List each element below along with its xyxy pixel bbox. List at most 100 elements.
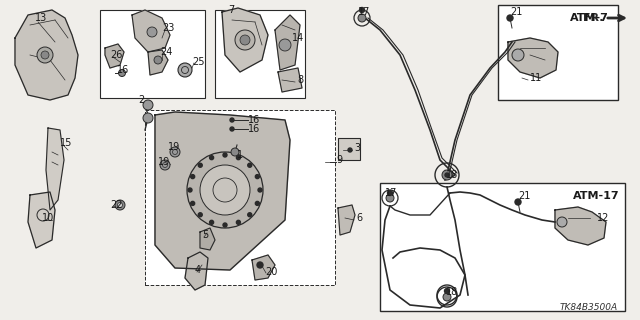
Circle shape: [557, 217, 567, 227]
Text: 8: 8: [297, 75, 303, 85]
Text: 5: 5: [202, 230, 208, 240]
Text: 21: 21: [518, 191, 531, 201]
Circle shape: [348, 148, 352, 152]
Text: 19: 19: [158, 157, 170, 167]
Polygon shape: [508, 38, 558, 78]
Circle shape: [443, 293, 451, 301]
Circle shape: [187, 152, 263, 228]
Text: 3: 3: [354, 143, 360, 153]
Circle shape: [386, 194, 394, 202]
Text: 2: 2: [138, 95, 144, 105]
Circle shape: [147, 27, 157, 37]
Polygon shape: [275, 15, 300, 70]
Polygon shape: [555, 207, 606, 245]
Text: 26: 26: [110, 50, 122, 60]
Bar: [380, 183, 625, 311]
Circle shape: [118, 203, 122, 207]
Circle shape: [178, 63, 192, 77]
Bar: [498, 5, 618, 100]
Circle shape: [358, 14, 366, 22]
Circle shape: [507, 15, 513, 21]
Circle shape: [223, 153, 227, 157]
Bar: [145, 110, 335, 285]
Circle shape: [255, 175, 259, 179]
Text: TK84B3500A: TK84B3500A: [560, 303, 618, 313]
Circle shape: [258, 188, 262, 192]
Polygon shape: [148, 50, 168, 75]
Circle shape: [198, 163, 202, 167]
Circle shape: [223, 223, 227, 227]
Circle shape: [37, 47, 53, 63]
Circle shape: [231, 148, 239, 156]
Text: ATM-17: ATM-17: [573, 191, 620, 201]
Circle shape: [118, 69, 125, 76]
Polygon shape: [338, 205, 355, 235]
Text: 16: 16: [117, 65, 129, 75]
Polygon shape: [105, 44, 124, 68]
Text: 18: 18: [446, 170, 458, 180]
Polygon shape: [222, 8, 268, 72]
Circle shape: [248, 213, 252, 217]
Circle shape: [240, 35, 250, 45]
Text: 9: 9: [336, 155, 342, 165]
Text: 1: 1: [237, 150, 243, 160]
Circle shape: [210, 220, 214, 224]
Circle shape: [188, 188, 192, 192]
Circle shape: [248, 163, 252, 167]
Polygon shape: [28, 192, 55, 248]
Text: 17: 17: [385, 188, 397, 198]
Polygon shape: [200, 228, 215, 250]
Circle shape: [257, 262, 263, 268]
Bar: [215, 10, 305, 98]
Circle shape: [230, 118, 234, 122]
Polygon shape: [252, 255, 275, 280]
Text: 12: 12: [597, 213, 609, 223]
Text: 6: 6: [356, 213, 362, 223]
Circle shape: [200, 165, 250, 215]
Circle shape: [360, 7, 365, 12]
Text: 22: 22: [110, 200, 122, 210]
Polygon shape: [46, 128, 64, 210]
Text: 10: 10: [42, 213, 54, 223]
Text: 7: 7: [228, 5, 234, 15]
Circle shape: [387, 190, 392, 196]
Text: 14: 14: [292, 33, 304, 43]
Text: 24: 24: [160, 47, 172, 57]
Polygon shape: [132, 10, 170, 52]
Text: 17: 17: [358, 7, 371, 17]
Polygon shape: [15, 10, 78, 100]
Circle shape: [279, 39, 291, 51]
Text: FR.: FR.: [582, 13, 603, 23]
Circle shape: [198, 213, 202, 217]
Circle shape: [210, 156, 214, 160]
Circle shape: [515, 199, 521, 205]
Text: 23: 23: [162, 23, 174, 33]
Circle shape: [445, 173, 449, 177]
Text: 15: 15: [60, 138, 72, 148]
Circle shape: [170, 147, 180, 157]
Text: 16: 16: [248, 115, 260, 125]
Circle shape: [255, 201, 259, 205]
Text: 13: 13: [35, 13, 47, 23]
Circle shape: [235, 30, 255, 50]
Text: 11: 11: [530, 73, 542, 83]
Circle shape: [143, 113, 153, 123]
Circle shape: [191, 201, 195, 205]
Circle shape: [442, 170, 452, 180]
Text: 21: 21: [510, 7, 522, 17]
Text: 18: 18: [446, 287, 458, 297]
Circle shape: [115, 200, 125, 210]
Polygon shape: [155, 112, 290, 270]
Text: 4: 4: [195, 265, 201, 275]
Text: 16: 16: [248, 124, 260, 134]
Bar: [100, 10, 205, 98]
Circle shape: [41, 51, 49, 59]
Circle shape: [236, 220, 241, 224]
Circle shape: [445, 289, 449, 293]
Circle shape: [230, 127, 234, 131]
Bar: [338, 138, 360, 160]
Polygon shape: [278, 68, 302, 92]
Circle shape: [160, 160, 170, 170]
Circle shape: [143, 100, 153, 110]
Circle shape: [191, 175, 195, 179]
